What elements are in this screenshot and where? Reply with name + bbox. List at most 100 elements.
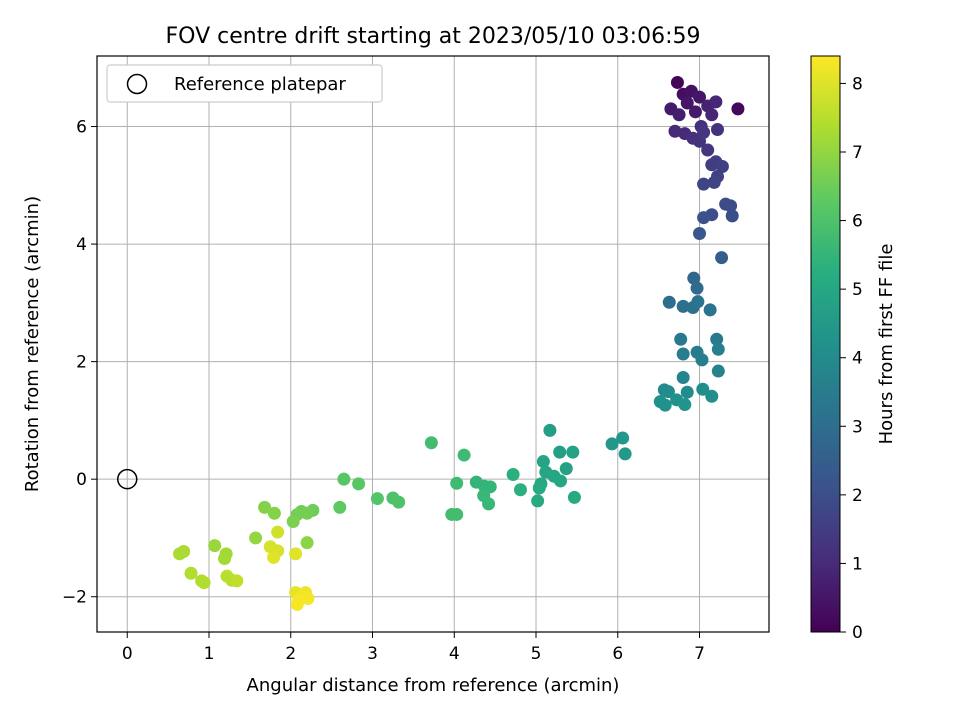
- colorbar-tick-label: 3: [852, 417, 863, 437]
- x-tick-label: 3: [367, 644, 378, 664]
- x-tick-label: 2: [285, 644, 296, 664]
- y-tick-label: 0: [76, 470, 87, 490]
- scatter-point: [676, 347, 690, 361]
- scatter-point: [267, 550, 281, 564]
- scatter-point: [731, 102, 745, 116]
- scatter-point: [715, 251, 729, 265]
- scatter-point: [674, 332, 688, 346]
- scatter-point: [197, 576, 211, 590]
- scatter-point: [300, 506, 314, 520]
- y-tick-label: 6: [76, 118, 87, 138]
- scatter-point: [249, 531, 263, 545]
- scatter-point: [543, 423, 557, 437]
- scatter-point: [289, 547, 303, 561]
- y-axis-label: Rotation from reference (arcmin): [22, 196, 43, 492]
- scatter-point: [676, 371, 690, 385]
- scatter-point: [697, 177, 711, 191]
- colorbar-tick-label: 7: [852, 143, 863, 163]
- colorbar-gradient: [810, 55, 841, 633]
- scatter-point: [725, 209, 739, 223]
- scatter-point: [513, 483, 527, 497]
- y-tick-label: −2: [62, 588, 87, 608]
- scatter-point: [424, 436, 438, 450]
- scatter-point: [670, 75, 684, 89]
- x-tick-label: 6: [612, 644, 623, 664]
- scatter-point: [687, 271, 701, 285]
- scatter-points: [173, 75, 745, 611]
- colorbar-tick-label: 8: [852, 74, 863, 94]
- colorbar-ticks: 0 1 2 3 4 5 6 7 8: [840, 74, 863, 643]
- legend-marker: [126, 73, 148, 95]
- scatter-point: [286, 515, 300, 529]
- scatter-point: [697, 125, 711, 139]
- scatter-point: [668, 124, 682, 138]
- scatter-point: [710, 332, 724, 346]
- x-tick-label: 4: [449, 644, 460, 664]
- scatter-point: [618, 447, 632, 461]
- scatter-point: [230, 574, 244, 588]
- scatter-point: [678, 398, 692, 412]
- scatter-point: [705, 389, 719, 403]
- scatter-point: [567, 490, 581, 504]
- scatter-point: [553, 445, 567, 459]
- legend-box: [106, 64, 383, 103]
- y-tick-label: 4: [76, 235, 87, 255]
- scatter-point: [680, 96, 694, 110]
- colorbar-tick-label: 0: [852, 623, 863, 643]
- reference-point: [116, 468, 138, 490]
- scatter-point: [703, 303, 717, 317]
- colorbar-tick-label: 5: [852, 280, 863, 300]
- scatter-point: [709, 95, 723, 109]
- scatter-point: [710, 122, 724, 136]
- scatter-point: [697, 211, 711, 225]
- scatter-point: [559, 462, 573, 476]
- scatter-point: [457, 448, 471, 462]
- scatter-point: [370, 492, 384, 506]
- scatter-point: [450, 507, 464, 521]
- scatter-point: [693, 90, 707, 104]
- scatter-point: [392, 495, 406, 509]
- scatter-point: [352, 477, 366, 491]
- colorbar-tick-label: 1: [852, 554, 863, 574]
- scatter-point: [672, 108, 686, 122]
- scatter-point: [271, 525, 285, 539]
- y-tick-label: 2: [76, 353, 87, 373]
- scatter-point: [566, 445, 580, 459]
- scatter-point: [688, 105, 702, 119]
- scatter-point: [605, 437, 619, 451]
- x-tick-label: 0: [122, 644, 133, 664]
- colorbar-label: Hours from first FF file: [876, 244, 897, 445]
- scatter-point: [450, 476, 464, 490]
- scatter-point: [184, 566, 198, 580]
- x-axis-label: Angular distance from reference (arcmin): [247, 675, 620, 696]
- scatter-point: [680, 385, 694, 399]
- scatter-point: [531, 494, 545, 508]
- scatter-point: [705, 108, 719, 122]
- scatter-point: [658, 398, 672, 412]
- legend: Reference platepar: [106, 64, 383, 103]
- scatter-point: [300, 536, 314, 550]
- scatter-point: [662, 295, 676, 309]
- colorbar-tick-label: 6: [852, 212, 863, 232]
- scatter-point: [218, 552, 232, 566]
- x-tick-label: 7: [694, 644, 705, 664]
- scatter-point: [711, 342, 725, 356]
- colorbar-tick-label: 2: [852, 486, 863, 506]
- plot-frame: [96, 55, 770, 633]
- grid: [97, 56, 769, 632]
- scatter-point: [724, 199, 738, 213]
- colorbar-tick-label: 4: [852, 349, 863, 369]
- scatter-point: [292, 593, 306, 607]
- scatter-point: [707, 175, 721, 189]
- scatter-point: [711, 364, 725, 378]
- chart-title: FOV centre drift starting at 2023/05/10 …: [166, 24, 701, 49]
- scatter-point: [676, 299, 690, 313]
- x-tick-label: 5: [531, 644, 542, 664]
- scatter-point: [482, 497, 496, 511]
- scatter-point: [337, 472, 351, 486]
- scatter-point: [267, 506, 281, 520]
- legend-label: Reference platepar: [174, 74, 346, 95]
- scatter-point: [691, 295, 705, 309]
- scatter-point: [554, 474, 568, 488]
